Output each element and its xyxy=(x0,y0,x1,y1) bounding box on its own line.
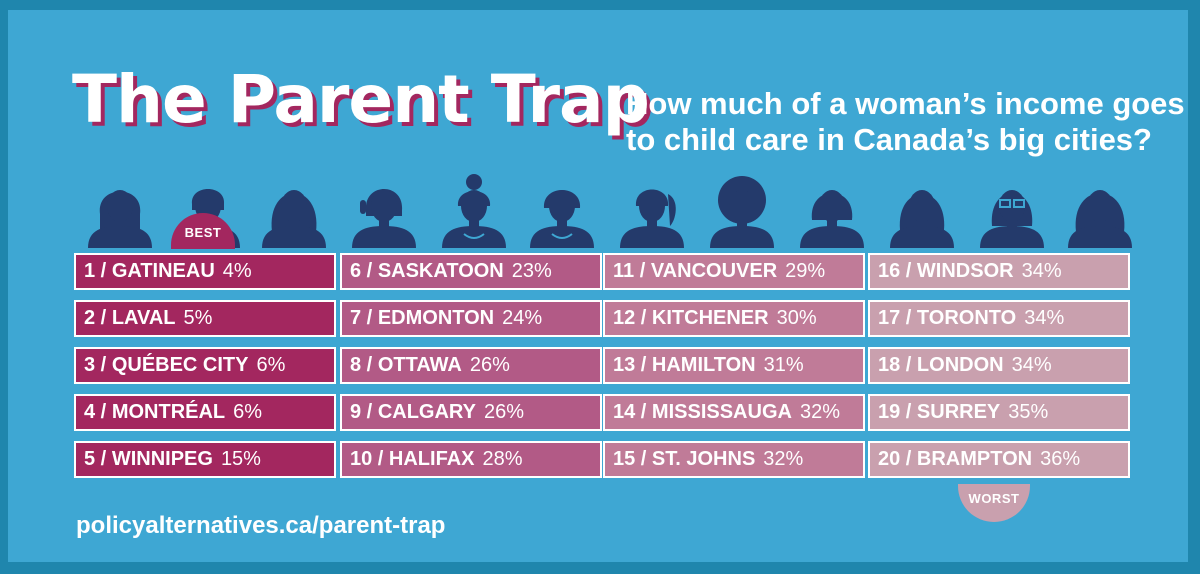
rank-row: 16 / WINDSOR 34% xyxy=(868,253,1130,290)
rank-percentage: 34% xyxy=(1024,307,1065,329)
rank-number: 4 / xyxy=(84,401,107,423)
rank-number: 10 / xyxy=(350,448,384,470)
rank-number: 9 / xyxy=(350,401,373,423)
ranking-column-1: 1 / GATINEAU 4% 2 / LAVAL 5% 3 / QUÉBEC CITY… xyxy=(74,253,336,488)
rank-number: 19 / xyxy=(878,401,912,423)
rank-city: BRAMPTON xyxy=(916,448,1033,470)
rank-row: 2 / LAVAL 5% xyxy=(74,300,336,337)
page-title: The Parent Trap xyxy=(72,61,650,138)
rank-row: 11 / VANCOUVER 29% xyxy=(603,253,865,290)
rank-number: 15 / xyxy=(613,448,647,470)
rank-percentage: 32% xyxy=(763,448,804,470)
rank-row: 1 / GATINEAU 4% xyxy=(74,253,336,290)
rank-city: MISSISSAUGA xyxy=(651,401,792,423)
rank-number: 12 / xyxy=(613,307,647,329)
rank-city: WINNIPEG xyxy=(111,448,213,470)
rank-percentage: 5% xyxy=(183,307,213,329)
rank-percentage: 35% xyxy=(1008,401,1049,423)
rank-percentage: 4% xyxy=(222,260,252,282)
rank-row: 14 / MISSISSAUGA 32% xyxy=(603,394,865,431)
rank-number: 13 / xyxy=(613,354,647,376)
rank-number: 1 / xyxy=(84,260,107,282)
rank-row: 10 / HALIFAX 28% xyxy=(340,441,602,478)
rank-city: LONDON xyxy=(916,354,1004,376)
ranking-column-2: 6 / SASKATOON 23% 7 / EDMONTON 24% 8 / OTTAW… xyxy=(340,253,602,488)
ranking-column-3: 11 / VANCOUVER 29% 12 / KITCHENER 30% 13 / H… xyxy=(603,253,865,488)
woman-bob-icon xyxy=(794,170,870,248)
rank-number: 16 / xyxy=(878,260,912,282)
rank-city: OTTAWA xyxy=(377,354,462,376)
rank-row: 4 / MONTRÉAL 6% xyxy=(74,394,336,431)
rank-city: EDMONTON xyxy=(377,307,495,329)
rank-city: CALGARY xyxy=(377,401,476,423)
woman-glasses-icon xyxy=(974,170,1050,248)
rank-number: 8 / xyxy=(350,354,373,376)
rank-city: WINDSOR xyxy=(916,260,1014,282)
woman-bangs-icon xyxy=(82,170,158,248)
woman-necklace-icon xyxy=(524,170,600,248)
rank-city: ST. JOHNS xyxy=(651,448,756,470)
rank-row: 20 / BRAMPTON 36% xyxy=(868,441,1130,478)
rank-percentage: 6% xyxy=(256,354,286,376)
rank-row: 15 / ST. JOHNS 32% xyxy=(603,441,865,478)
rank-row: 7 / EDMONTON 24% xyxy=(340,300,602,337)
woman-bun-icon xyxy=(436,170,512,248)
rank-number: 11 / xyxy=(613,260,646,282)
woman-long-bangs-icon xyxy=(884,170,960,248)
rank-number: 17 / xyxy=(878,307,912,329)
rank-row: 5 / WINNIPEG 15% xyxy=(74,441,336,478)
rank-city: HALIFAX xyxy=(388,448,475,470)
rank-percentage: 6% xyxy=(233,401,263,423)
rank-number: 20 / xyxy=(878,448,912,470)
rank-city: QUÉBEC CITY xyxy=(111,354,249,376)
rank-number: 18 / xyxy=(878,354,912,376)
subtitle: How much of a woman’s income goes to chi… xyxy=(626,86,1185,157)
source-link[interactable]: policyalternatives.ca/parent-trap xyxy=(76,512,446,539)
rank-number: 2 / xyxy=(84,307,107,329)
rank-percentage: 34% xyxy=(1011,354,1052,376)
rank-city: VANCOUVER xyxy=(650,260,778,282)
rank-row: 18 / LONDON 34% xyxy=(868,347,1130,384)
woman-headset-icon xyxy=(346,170,422,248)
rank-city: GATINEAU xyxy=(111,260,215,282)
rank-percentage: 23% xyxy=(511,260,552,282)
rank-row: 13 / HAMILTON 31% xyxy=(603,347,865,384)
rank-city: MONTRÉAL xyxy=(111,401,226,423)
ranking-column-4: 16 / WINDSOR 34% 17 / TORONTO 34% 18 / LONDO… xyxy=(868,253,1130,488)
rank-city: TORONTO xyxy=(916,307,1017,329)
rank-percentage: 29% xyxy=(785,260,826,282)
rank-city: HAMILTON xyxy=(651,354,756,376)
rank-number: 7 / xyxy=(350,307,373,329)
woman-afro-icon xyxy=(704,170,780,248)
rank-percentage: 26% xyxy=(483,401,524,423)
rank-row: 3 / QUÉBEC CITY 6% xyxy=(74,347,336,384)
rank-number: 3 / xyxy=(84,354,107,376)
rank-number: 6 / xyxy=(350,260,373,282)
rank-number: 14 / xyxy=(613,401,647,423)
rank-city: KITCHENER xyxy=(651,307,769,329)
rank-percentage: 30% xyxy=(776,307,817,329)
rank-number: 5 / xyxy=(84,448,107,470)
rank-percentage: 24% xyxy=(502,307,543,329)
rank-percentage: 26% xyxy=(469,354,510,376)
rank-city: SASKATOON xyxy=(377,260,504,282)
rank-row: 8 / OTTAWA 26% xyxy=(340,347,602,384)
rank-city: SURREY xyxy=(916,401,1001,423)
woman-wavy-hair-icon xyxy=(1062,170,1138,248)
rank-row: 6 / SASKATOON 23% xyxy=(340,253,602,290)
rank-percentage: 15% xyxy=(220,448,261,470)
woman-long-hair-icon xyxy=(256,170,332,248)
rank-percentage: 31% xyxy=(763,354,804,376)
rank-row: 12 / KITCHENER 30% xyxy=(603,300,865,337)
woman-ponytail-icon xyxy=(614,170,690,248)
rank-percentage: 36% xyxy=(1040,448,1081,470)
rank-percentage: 34% xyxy=(1021,260,1062,282)
rank-city: LAVAL xyxy=(111,307,176,329)
rank-percentage: 32% xyxy=(799,401,840,423)
rank-row: 9 / CALGARY 26% xyxy=(340,394,602,431)
rank-row: 17 / TORONTO 34% xyxy=(868,300,1130,337)
rank-percentage: 28% xyxy=(482,448,523,470)
rank-row: 19 / SURREY 35% xyxy=(868,394,1130,431)
